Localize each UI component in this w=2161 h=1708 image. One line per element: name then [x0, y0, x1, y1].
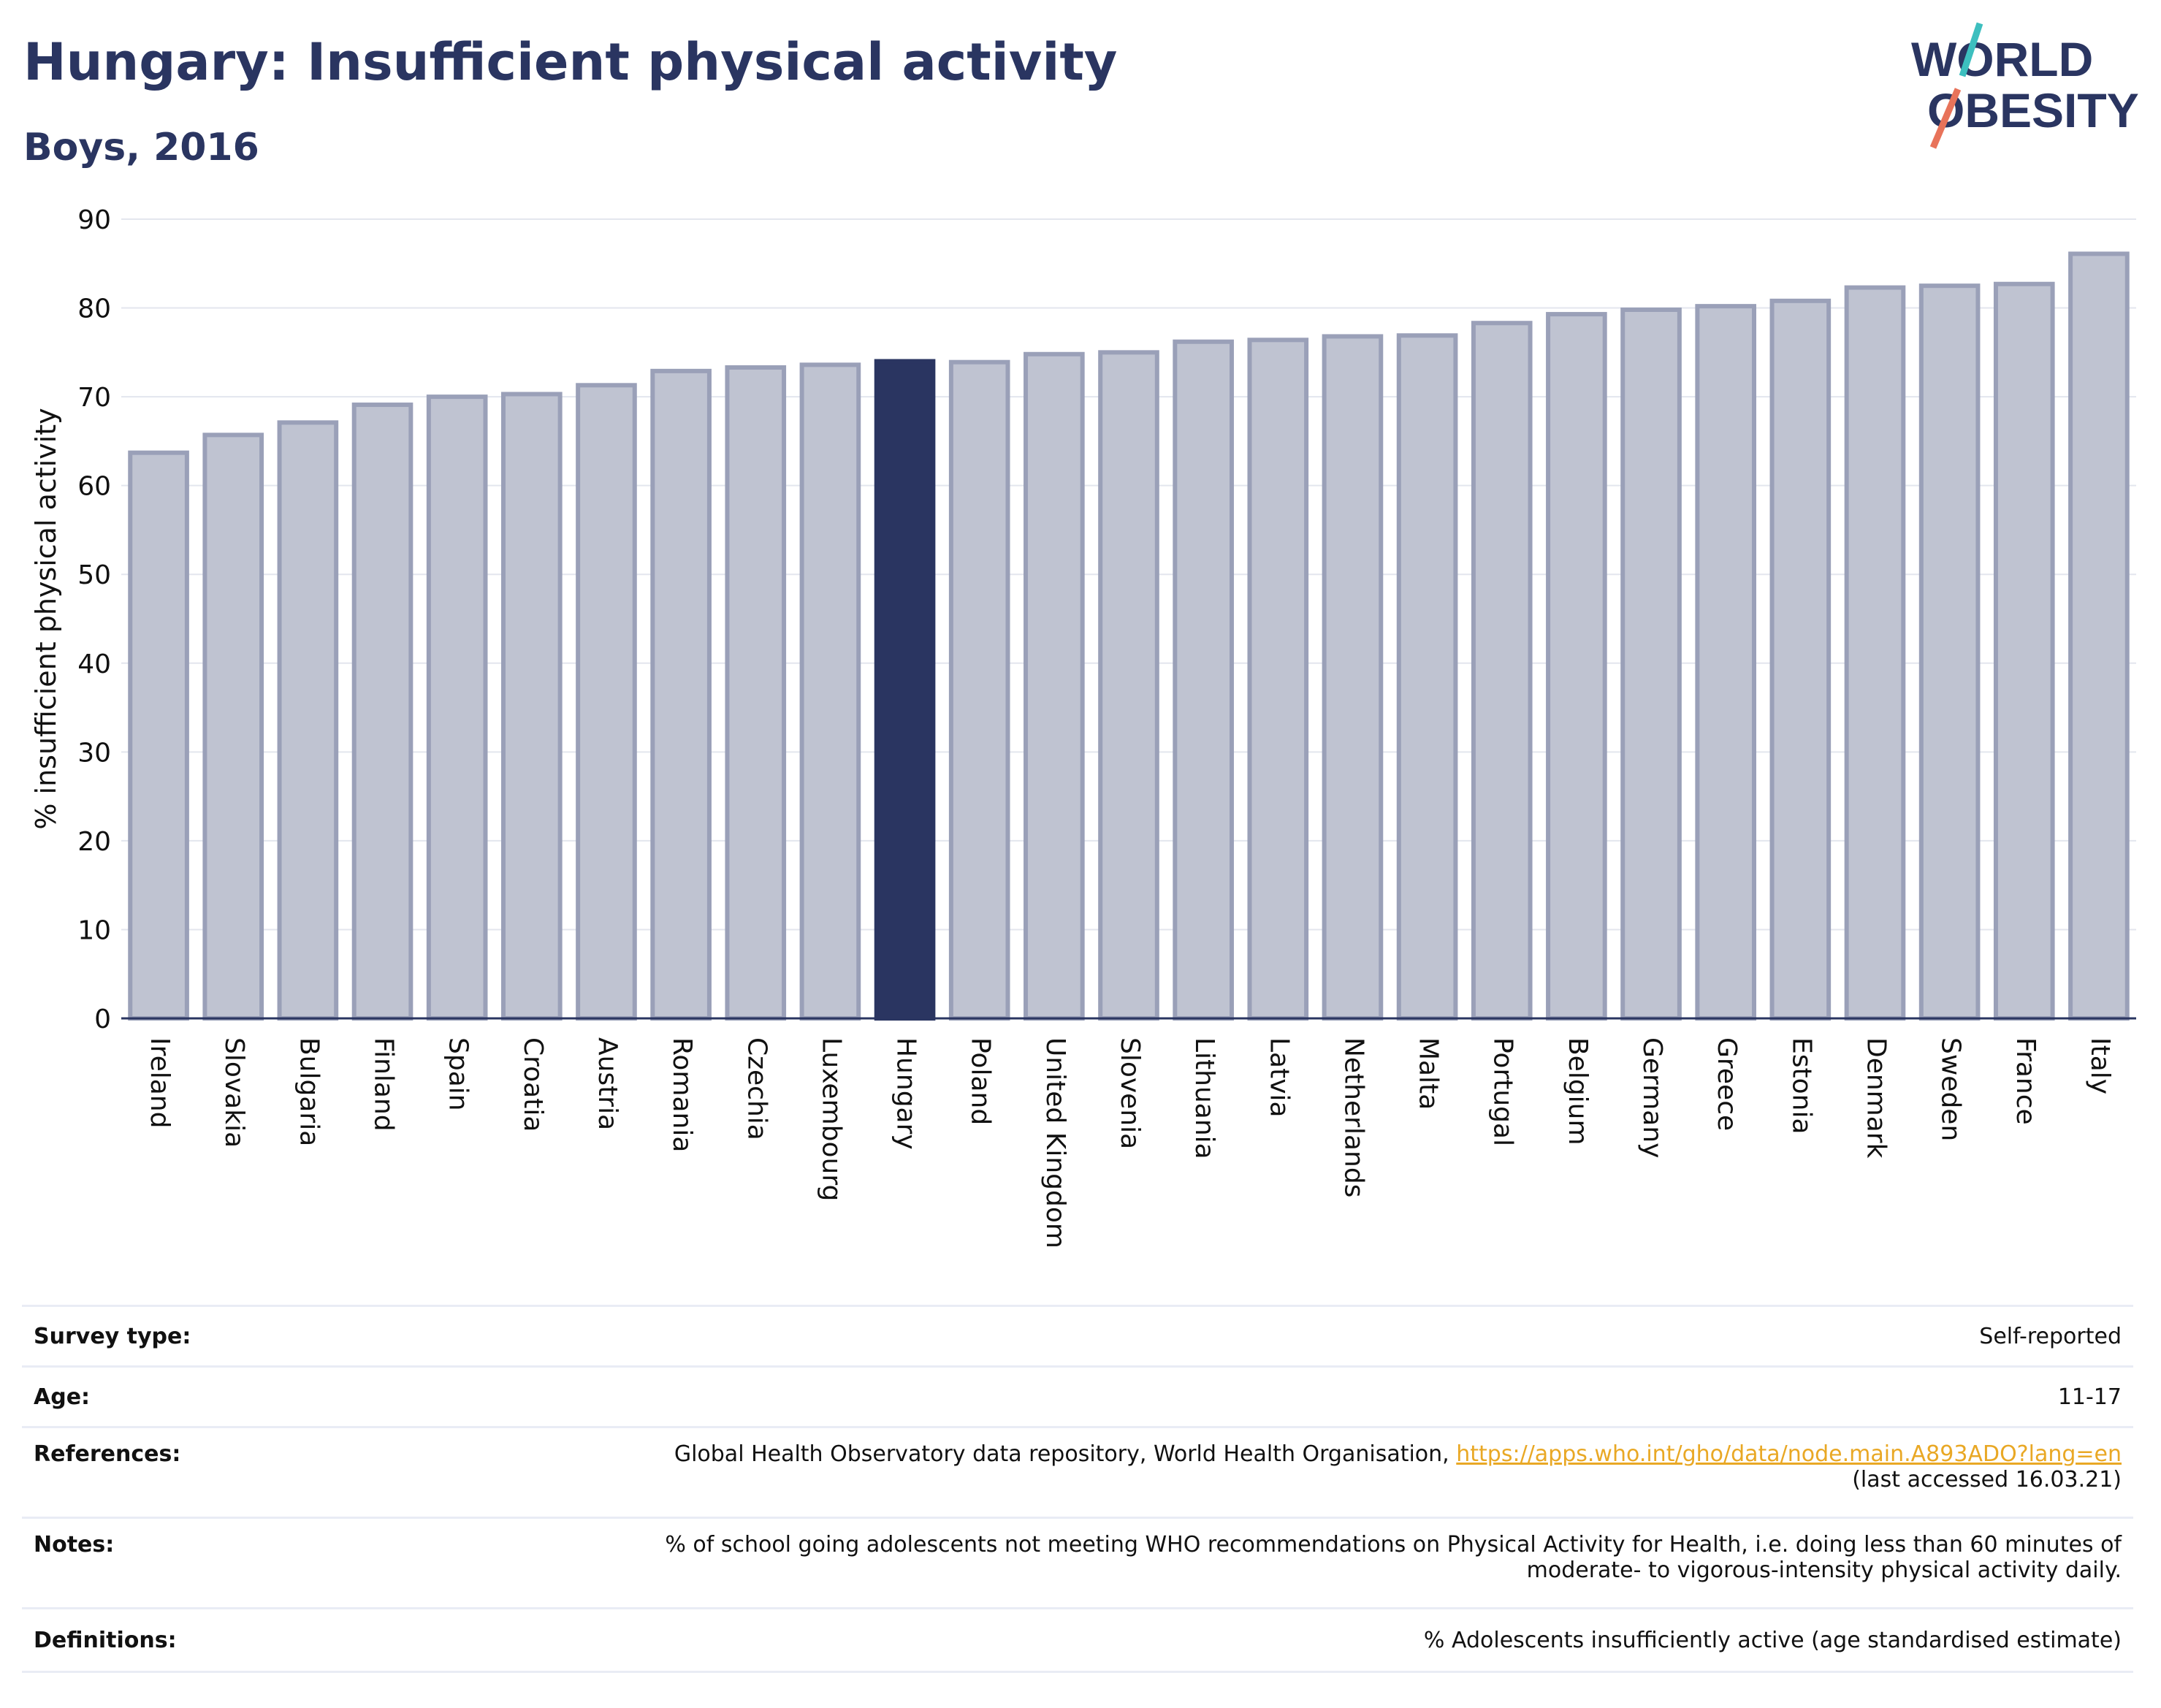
x-tick-label: Luxembourg: [816, 1037, 846, 1201]
references-label: References:: [34, 1441, 181, 1467]
references-accessed: (last accessed 16.03.21): [1852, 1467, 2122, 1492]
x-tick-label: Italy: [2085, 1037, 2115, 1094]
bar-sweden: [1918, 283, 1981, 1021]
bar-netherlands: [1322, 334, 1384, 1021]
bar-united-kingdom: [1024, 351, 1085, 1021]
notes-value: % of school going adolescents not meetin…: [665, 1532, 2133, 1583]
x-tick-label: Ireland: [145, 1037, 175, 1129]
x-tick-label: Czechia: [742, 1037, 771, 1140]
bar-slovenia: [1098, 350, 1159, 1021]
references-value: Global Health Observatory data repositor…: [674, 1441, 2133, 1492]
x-tick-label: Romania: [667, 1037, 697, 1152]
x-tick-label: Lithuania: [1189, 1037, 1219, 1159]
x-tick-label: Sweden: [1936, 1037, 1966, 1141]
survey-type-row: Survey type: Self-reported: [22, 1305, 2133, 1365]
bar-finland: [351, 403, 413, 1021]
y-tick-label: 90: [77, 205, 111, 235]
x-tick-label: Estonia: [1786, 1037, 1816, 1135]
age-row: Age: 11-17: [22, 1365, 2133, 1426]
x-tick-label: France: [2011, 1037, 2040, 1125]
y-tick-label: 10: [77, 915, 111, 945]
logo-slash-teal: [1959, 22, 1983, 77]
bar-latvia: [1247, 338, 1309, 1021]
x-tick-label: Finland: [369, 1037, 399, 1132]
bar-romania: [650, 368, 712, 1021]
bar-spain: [426, 394, 488, 1021]
x-tick-label: Croatia: [518, 1037, 548, 1132]
chart-subtitle: Boys, 2016: [23, 126, 259, 169]
bar-luxembourg: [799, 362, 861, 1021]
y-axis-ticks: 0 10 20 30 40 50 60 70 80 90: [77, 205, 111, 1034]
bar-italy: [2068, 251, 2130, 1021]
x-tick-label: Spain: [443, 1037, 473, 1111]
x-axis-labels: Ireland Slovakia Bulgaria Finland Spain Croat…: [145, 1037, 2115, 1248]
chart-title: Hungary: Insufficient physical activity: [23, 32, 1118, 92]
x-tick-label: Slovenia: [1115, 1037, 1145, 1149]
logo-slash-coral: [1929, 88, 1962, 149]
y-tick-label: 0: [94, 1004, 111, 1034]
x-tick-label: Latvia: [1264, 1037, 1294, 1118]
bars: [128, 251, 2130, 1021]
x-tick-label: Slovakia: [219, 1037, 249, 1148]
y-tick-label: 20: [77, 827, 111, 857]
bar-hungary: [874, 359, 936, 1021]
x-tick-label: Netherlands: [1338, 1037, 1368, 1197]
y-tick-label: 60: [77, 472, 111, 502]
x-tick-label: Austria: [592, 1037, 622, 1130]
survey-type-value: Self-reported: [1979, 1323, 2122, 1349]
bar-greece: [1695, 304, 1757, 1021]
notes-row: Notes: % of school going adolescents not…: [22, 1517, 2133, 1607]
y-tick-label: 50: [77, 560, 111, 590]
notes-line2: moderate- to vigorous-intensity physical…: [1526, 1558, 2122, 1583]
notes-label: Notes:: [34, 1532, 115, 1558]
x-tick-label: Bulgaria: [294, 1037, 324, 1146]
x-tick-label: Greece: [1712, 1037, 1742, 1131]
bar-poland: [948, 359, 1010, 1021]
definitions-value: % Adolescents insufficiently active (age…: [1423, 1627, 2122, 1653]
bar-germany: [1620, 307, 1682, 1021]
references-row: References: Global Health Observatory da…: [22, 1426, 2133, 1517]
survey-type-label: Survey type:: [34, 1323, 191, 1349]
bar-czechia: [725, 365, 787, 1021]
age-value: 11-17: [2057, 1384, 2122, 1410]
x-tick-label: Hungary: [891, 1037, 921, 1150]
bar-portugal: [1471, 321, 1533, 1021]
info-table: Survey type: Self-reported Age: 11-17 Re…: [22, 1305, 2133, 1673]
references-link[interactable]: https://apps.who.int/gho/data/node.main.…: [1456, 1441, 2122, 1467]
bar-austria: [576, 383, 637, 1021]
bar-france: [1993, 281, 2055, 1021]
definitions-row: Definitions: % Adolescents insufficientl…: [22, 1607, 2133, 1673]
bar-slovakia: [202, 432, 264, 1021]
bar-ireland: [128, 450, 189, 1021]
logo-line2: OBESITY: [1927, 83, 2139, 137]
y-tick-label: 80: [77, 294, 111, 324]
age-label: Age:: [34, 1384, 91, 1410]
bar-lithuania: [1173, 339, 1234, 1021]
world-obesity-logo: WORLD OBESITY: [1911, 22, 2139, 149]
y-axis-label: % insufficient physical activity: [30, 408, 62, 829]
y-tick-label: 30: [77, 738, 111, 768]
x-tick-label: Germany: [1637, 1037, 1667, 1158]
x-tick-label: Malta: [1414, 1037, 1444, 1110]
references-text: Global Health Observatory data repositor…: [674, 1441, 1449, 1467]
bar-bulgaria: [277, 420, 339, 1021]
x-tick-label: Denmark: [1861, 1037, 1891, 1159]
x-tick-label: Belgium: [1563, 1037, 1593, 1145]
x-tick-label: Portugal: [1488, 1037, 1518, 1146]
definitions-label: Definitions:: [34, 1627, 177, 1653]
y-tick-label: 40: [77, 649, 111, 679]
bar-belgium: [1546, 312, 1607, 1021]
x-tick-label: Poland: [966, 1037, 996, 1125]
x-tick-label: United Kingdom: [1040, 1037, 1070, 1248]
y-tick-label: 70: [77, 383, 111, 413]
bar-chart: 0 10 20 30 40 50 60 70 80 90 Ireland Slovakia Bulga…: [30, 205, 2136, 1248]
bar-denmark: [1844, 285, 1906, 1021]
notes-line1: % of school going adolescents not meetin…: [665, 1532, 2122, 1558]
logo-line1: WORLD: [1911, 32, 2093, 86]
bar-croatia: [500, 392, 563, 1021]
bar-estonia: [1769, 298, 1832, 1021]
bar-malta: [1396, 333, 1458, 1021]
